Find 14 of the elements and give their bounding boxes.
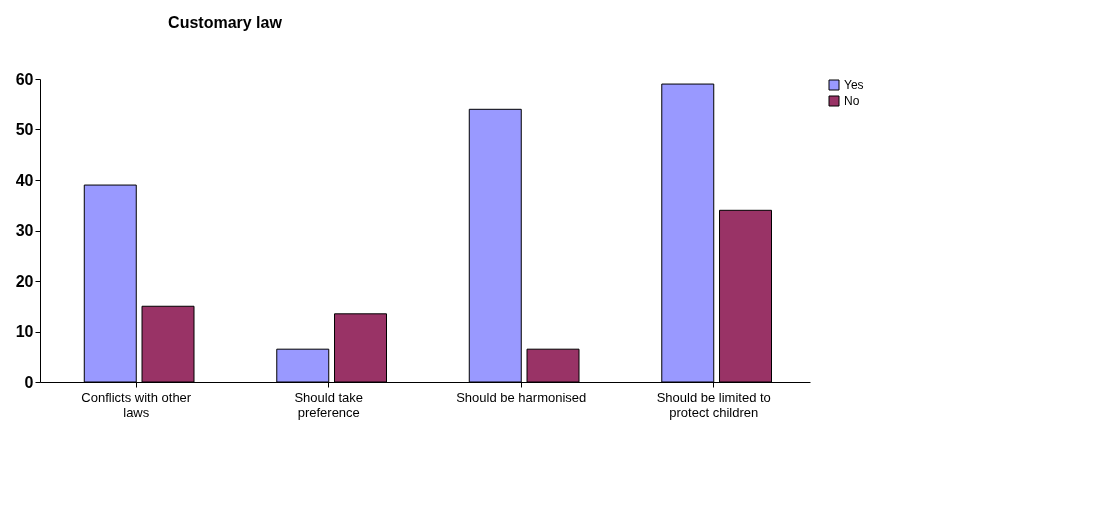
chart-title: Customary law <box>168 14 283 31</box>
y-tick-label: 40 <box>15 171 34 189</box>
x-tick-label: Should be limited to protect children <box>656 389 771 420</box>
y-tick-label: 20 <box>15 272 34 290</box>
legend-label: No <box>844 94 860 108</box>
y-tick-label: 30 <box>15 222 34 239</box>
y-tick-label: 50 <box>15 121 34 138</box>
legend-label: Yes <box>844 78 864 92</box>
x-tick-label: Conflicts with other laws <box>81 389 192 420</box>
x-tick-label: Should be harmonised <box>456 389 587 405</box>
x-tick-label: Should take preference <box>294 389 364 420</box>
y-tick-label: 10 <box>15 323 34 340</box>
y-tick-label: 60 <box>15 70 34 88</box>
y-tick-label: 0 <box>24 373 34 391</box>
